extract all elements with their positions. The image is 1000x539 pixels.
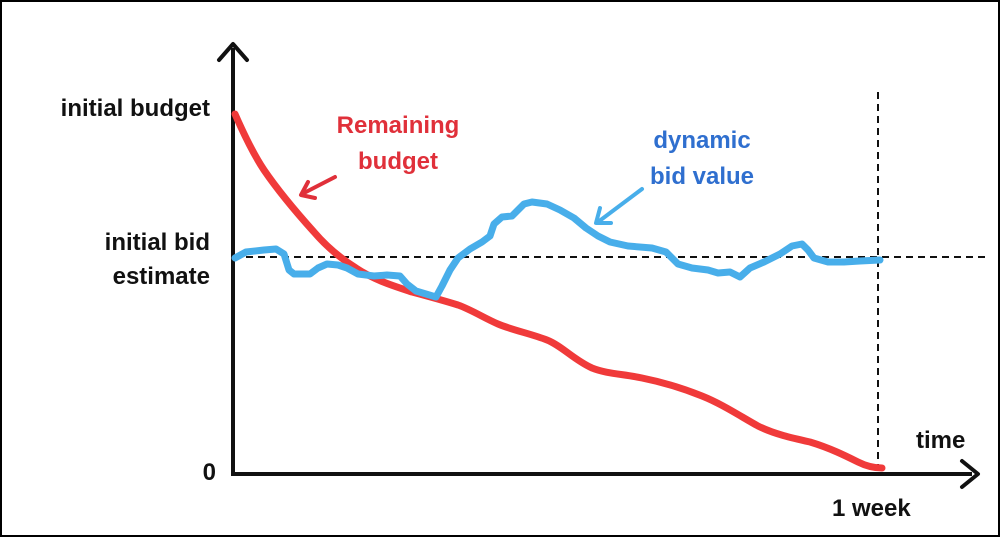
initial-bid-label: initial bid bbox=[104, 229, 210, 256]
remaining-budget-line1: Remaining bbox=[336, 112, 460, 139]
initial-budget-label: initial budget bbox=[60, 95, 210, 122]
time-axis-label: time bbox=[916, 427, 966, 454]
estimate-label: estimate bbox=[112, 263, 210, 290]
zero-label: 0 bbox=[202, 459, 216, 486]
x-axis-arrowhead bbox=[960, 459, 980, 489]
remaining-budget-curve bbox=[231, 110, 886, 472]
dynamic-bid-value-annotation: dynamic bid value bbox=[630, 123, 774, 195]
dynamic-bid-value-line2: bid value bbox=[649, 163, 755, 190]
one-week-label: 1 week bbox=[832, 495, 911, 522]
dynamic-bid-value-line1: dynamic bbox=[653, 127, 751, 154]
dynamic-bid-value-arrow bbox=[594, 187, 644, 225]
remaining-budget-arrow bbox=[299, 175, 337, 200]
dynamic-bid-value-curve bbox=[231, 198, 884, 301]
remaining-budget-line2: budget bbox=[358, 148, 438, 175]
remaining-budget-annotation: Remaining budget bbox=[320, 108, 476, 180]
y-axis-arrowhead bbox=[217, 42, 249, 62]
